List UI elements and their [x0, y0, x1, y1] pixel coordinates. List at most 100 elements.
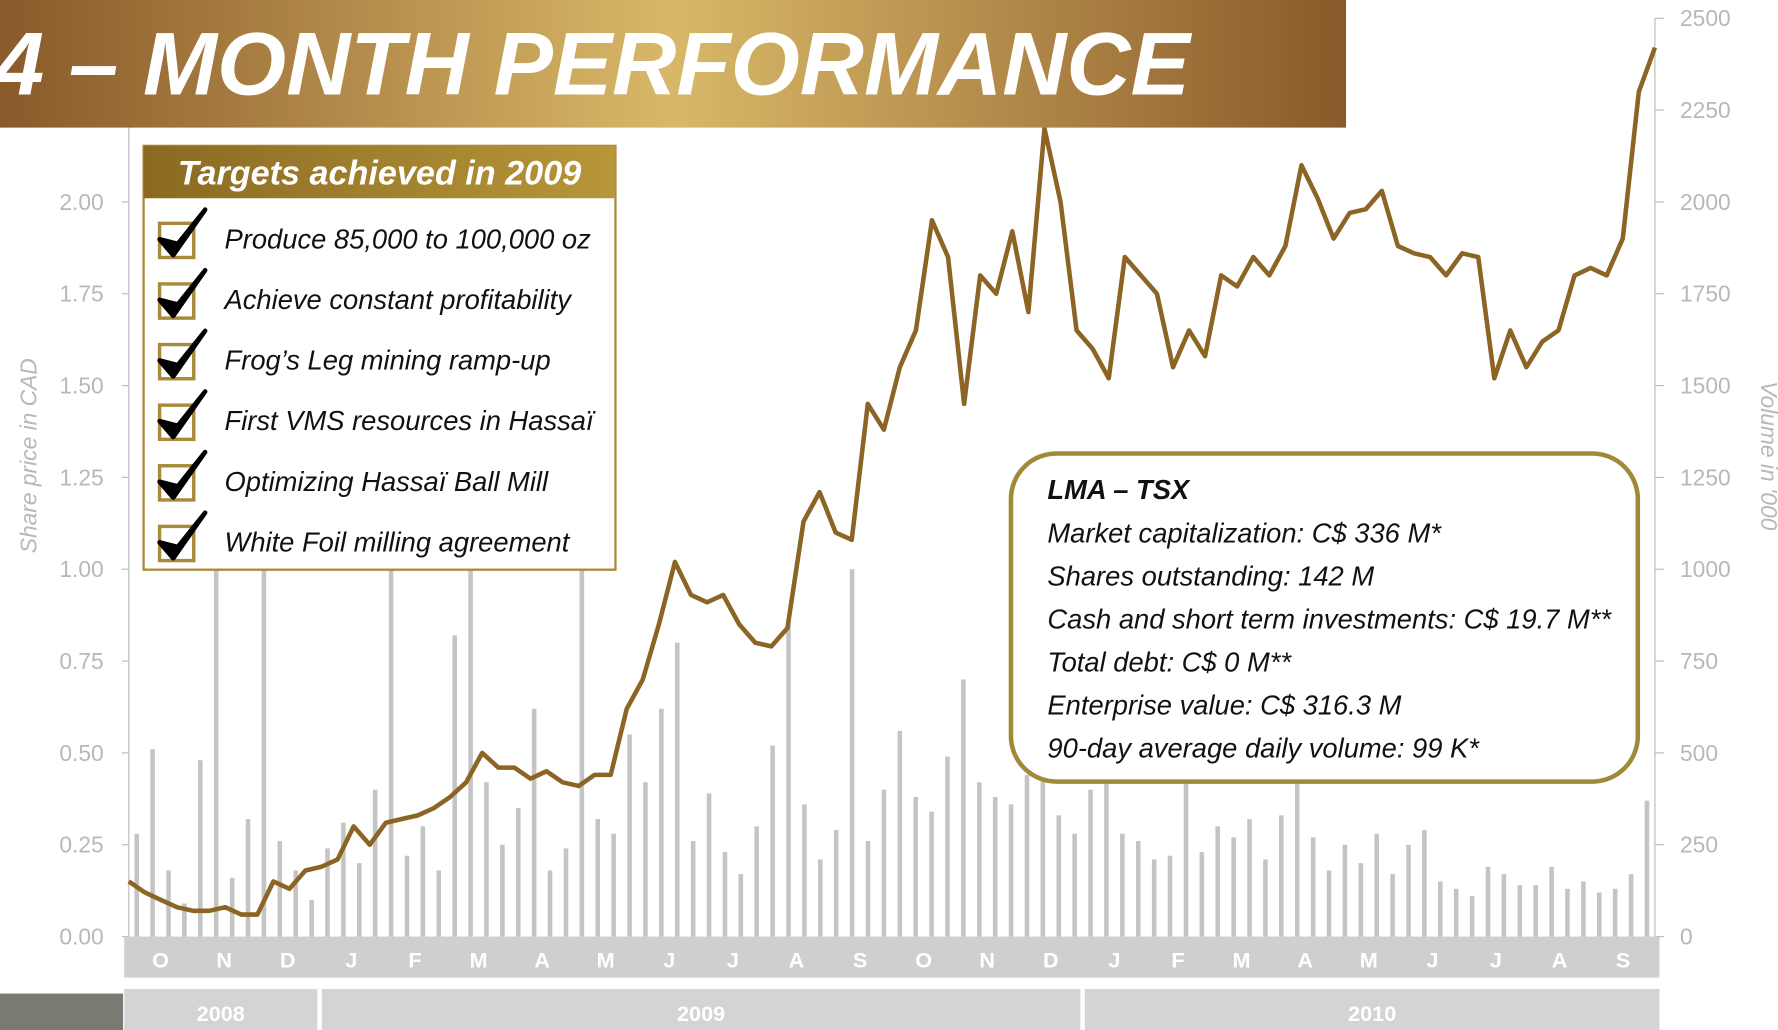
volume-bar [690, 841, 696, 937]
year-label: 2010 [1348, 1001, 1396, 1026]
volume-bar [833, 830, 839, 937]
target-item: Produce 85,000 to 100,000 oz [225, 223, 592, 254]
volume-bar [1422, 830, 1427, 937]
volume-bar [1279, 815, 1284, 937]
volume-bar [1453, 888, 1459, 937]
volume-bar [802, 804, 807, 937]
checkmark [157, 510, 208, 561]
x-tick-label: J [663, 947, 675, 972]
volume-bar [1263, 859, 1268, 937]
y2-tick-label: 1250 [1680, 464, 1731, 490]
volume-bar [1294, 760, 1300, 937]
y2-tick-label: 2250 [1680, 97, 1731, 123]
volume-bar [531, 708, 537, 937]
y-tick-label: 0.75 [59, 648, 103, 674]
x-tick-label: J [345, 947, 357, 972]
volume-bar [1628, 874, 1634, 937]
volume-bar [261, 532, 267, 937]
volume-bar [1342, 844, 1348, 937]
y-axis-label: Share price in CAD [15, 358, 41, 553]
y2-tick-label: 1500 [1680, 373, 1731, 399]
volume-bar [547, 870, 553, 937]
targets-title: Targets achieved in 2009 [178, 155, 581, 193]
info-line: Market capitalization: C$ 336 M* [1047, 517, 1442, 548]
targets-frame [142, 144, 617, 571]
info-line: Enterprise value: C$ 316.3 M [1047, 690, 1401, 721]
title-bar [0, 0, 1347, 128]
volume-bar [1183, 767, 1189, 937]
y2-tick-label: 2000 [1680, 189, 1731, 215]
volume-bar [213, 550, 219, 937]
volume-bar [293, 870, 298, 937]
x-tick-label: A [1552, 947, 1568, 972]
y-tick-label: 0.00 [59, 924, 103, 950]
x-tick-label: D [1043, 947, 1059, 972]
y2-tick-label: 500 [1680, 740, 1718, 766]
volume-bar [1008, 804, 1014, 937]
volume-bar [1072, 833, 1077, 937]
y-tick-label: 1.00 [59, 556, 103, 582]
volume-bar [1533, 885, 1538, 937]
info-line: 90-day average daily volume: 99 K* [1047, 733, 1480, 764]
x-tick-label: M [1360, 947, 1378, 972]
volume-bar [436, 870, 442, 937]
checkmark [157, 389, 208, 440]
volume-bar [563, 848, 569, 937]
volume-bar [229, 877, 235, 937]
volume-bar [865, 841, 871, 937]
volume-bar [1247, 819, 1252, 937]
volume-bar [849, 569, 855, 937]
volume-bar [1104, 701, 1109, 937]
volume-bar [1517, 885, 1523, 937]
title: 24 – MONTH PERFORMANCE [0, 15, 1193, 114]
volume-bar [1215, 826, 1221, 937]
y2-tick-label: 250 [1680, 832, 1718, 858]
volume-bar [595, 819, 601, 937]
volume-bar [929, 811, 934, 937]
x-tick-label: M [1233, 947, 1251, 972]
volume-bar [1469, 896, 1475, 937]
volume-bar [325, 848, 330, 937]
volume-bar [388, 550, 394, 937]
volume-bar [182, 903, 187, 937]
volume-bar [1406, 844, 1411, 937]
x-tick-label: O [915, 947, 932, 972]
volume-bar [452, 635, 457, 937]
info-line: Total debt: C$ 0 M** [1047, 647, 1292, 678]
volume-bar [1231, 837, 1236, 937]
volume-bar [1549, 866, 1554, 937]
y-tick-label: 1.25 [59, 464, 103, 490]
volume-bar [420, 826, 426, 937]
volume-bar [770, 745, 775, 937]
year-label: 2009 [677, 1001, 725, 1026]
x-tick-label: J [1108, 947, 1120, 972]
volume-bar [245, 819, 251, 937]
target-item: White Foil milling agreement [225, 526, 571, 557]
year-label: 2008 [197, 1001, 245, 1026]
info-line: Cash and short term investments: C$ 19.7… [1047, 603, 1612, 634]
volume-bar [754, 826, 760, 937]
year-band [1084, 988, 1660, 1030]
volume-bar [627, 734, 632, 937]
month-band [124, 936, 1660, 978]
volume-bar [150, 749, 155, 937]
volume-bar [659, 708, 664, 937]
volume-bar [515, 808, 521, 937]
volume-bar [1374, 833, 1379, 937]
y-tick-label: 2.00 [59, 189, 103, 215]
target-item: Frog’s Leg mining ramp-up [225, 345, 551, 376]
targets-box: Targets achieved in 2009 Produce 85,000 … [142, 144, 617, 571]
price-line [127, 46, 1658, 917]
volume-bar [881, 789, 887, 937]
volume-bar [897, 730, 903, 937]
y-tick-label: 0.50 [59, 740, 103, 766]
volume-bar [1612, 888, 1618, 937]
targets-header [143, 145, 616, 199]
volume-bar [1151, 859, 1157, 937]
volume-bar [643, 782, 648, 937]
checkmark [157, 449, 208, 500]
volume-bar [309, 899, 314, 937]
volume-bar [372, 789, 378, 937]
